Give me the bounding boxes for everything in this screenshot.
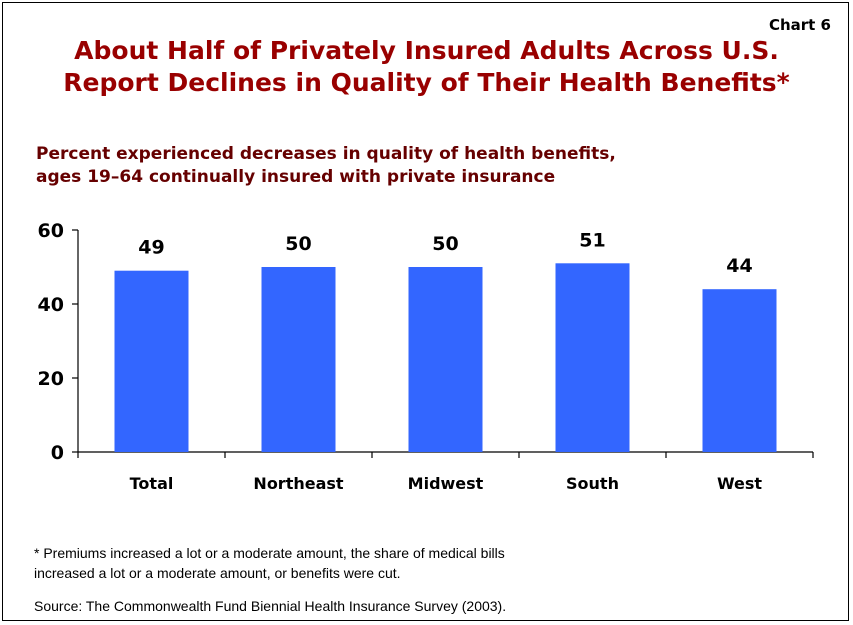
x-category-label: Total — [130, 474, 174, 493]
chart-subtitle: Percent experienced decreases in quality… — [36, 143, 616, 189]
title-line-2: Report Declines in Quality of Their Heal… — [63, 68, 790, 97]
footnote: * Premiums increased a lot or a moderate… — [34, 543, 505, 583]
source-note: Source: The Commonwealth Fund Biennial H… — [34, 598, 507, 614]
bar — [702, 289, 777, 452]
title-line-1: About Half of Privately Insured Adults A… — [74, 36, 779, 65]
x-category-label: Northeast — [253, 474, 343, 493]
y-tick-label: 0 — [51, 442, 64, 464]
footnote-line-2: increased a lot or a moderate amount, or… — [34, 565, 401, 581]
chart-number: Chart 6 — [768, 16, 831, 34]
bar-value-label: 50 — [285, 233, 311, 255]
x-category-label: Midwest — [408, 474, 484, 493]
bar — [408, 267, 483, 452]
bar-value-label: 51 — [579, 229, 605, 251]
bar-value-label: 49 — [138, 237, 164, 259]
y-tick-label: 40 — [38, 294, 64, 316]
bar-value-label: 44 — [726, 255, 752, 277]
x-category-label: West — [717, 474, 762, 493]
bar — [555, 263, 630, 452]
x-category-label: South — [566, 474, 619, 493]
y-tick-label: 20 — [38, 368, 64, 390]
subtitle-line-2: ages 19–64 continually insured with priv… — [36, 167, 556, 187]
footnote-line-1: * Premiums increased a lot or a moderate… — [34, 545, 505, 561]
chart-title: About Half of Privately Insured Adults A… — [0, 35, 853, 99]
subtitle-line-1: Percent experienced decreases in quality… — [36, 144, 616, 164]
y-tick-label: 60 — [38, 220, 64, 242]
bar — [114, 270, 189, 452]
bar — [261, 267, 336, 452]
bar-value-label: 50 — [432, 233, 458, 255]
